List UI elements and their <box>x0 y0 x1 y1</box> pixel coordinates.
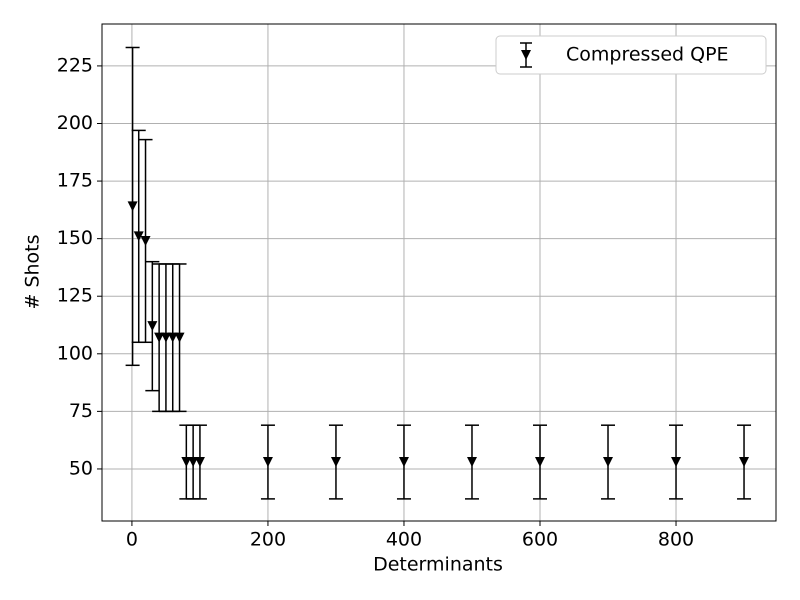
marker <box>181 457 192 468</box>
marker <box>167 332 178 343</box>
x-tick-label: 800 <box>658 529 694 551</box>
y-tick-label: 200 <box>57 112 93 134</box>
y-tick-label: 225 <box>57 54 93 76</box>
marker <box>330 457 341 468</box>
legend-box <box>495 35 767 75</box>
y-axis-label: # Shots <box>22 234 44 309</box>
marker <box>188 457 199 468</box>
marker <box>466 457 477 468</box>
y-tick-label: 175 <box>57 170 93 192</box>
marker <box>398 457 409 468</box>
x-tick-label: 0 <box>126 529 138 551</box>
marker <box>194 457 205 468</box>
marker <box>603 457 614 468</box>
y-tick-label: 100 <box>57 342 93 364</box>
y-tick-label: 150 <box>57 227 93 249</box>
x-axis-label: Determinants <box>373 554 503 576</box>
y-tick-label: 50 <box>69 457 93 479</box>
y-tick-label: 125 <box>57 285 93 307</box>
marker <box>140 235 151 246</box>
marker <box>534 457 545 468</box>
x-tick-label: 200 <box>250 529 286 551</box>
plot-frame <box>101 23 777 522</box>
marker <box>127 201 138 212</box>
x-tick-label: 600 <box>522 529 558 551</box>
marker <box>739 457 750 468</box>
marker <box>133 231 144 242</box>
marker <box>174 332 185 343</box>
y-tick-label: 75 <box>69 400 93 422</box>
x-tick-label: 400 <box>386 529 422 551</box>
marker <box>671 457 682 468</box>
marker <box>154 332 165 343</box>
legend-label: Compressed QPE <box>566 44 729 66</box>
marker <box>262 457 273 468</box>
marker <box>147 321 158 332</box>
legend-triangle <box>521 50 531 60</box>
marker <box>160 332 171 343</box>
